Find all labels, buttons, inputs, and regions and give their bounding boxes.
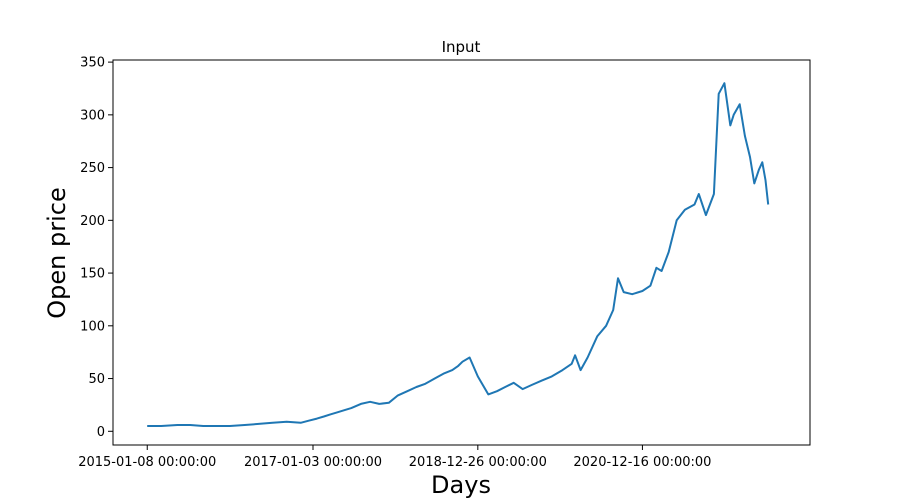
x-tick-label: 2018-12-26 00:00:00 (409, 455, 547, 470)
x-tick-label: 2017-01-03 00:00:00 (244, 455, 382, 470)
series-layer (147, 82, 770, 427)
y-axis-label: Open price (43, 187, 71, 318)
y-tick-label: 350 (80, 56, 105, 71)
y-axis-ticks: 0 50 100 150 200 250 300 350 (80, 56, 113, 440)
y-tick-label: 150 (80, 267, 105, 282)
chart-title: Input (442, 38, 481, 56)
y-tick-label: 250 (80, 161, 105, 176)
y-tick-label: 200 (80, 214, 105, 229)
x-tick-label: 2015-01-08 00:00:00 (78, 455, 216, 470)
y-tick-label: 300 (80, 108, 105, 123)
plot-area (113, 60, 810, 445)
x-axis-ticks: 2015-01-08 00:00:00 2017-01-03 00:00:00 20… (78, 445, 711, 470)
y-tick-label: 50 (88, 372, 105, 387)
y-tick-label: 0 (97, 425, 105, 440)
x-tick-label: 2020-12-16 00:00:00 (573, 455, 711, 470)
x-axis-label: Days (431, 471, 491, 499)
y-tick-label: 100 (80, 319, 105, 334)
series-line-0 (147, 82, 770, 427)
plot-frame (112, 59, 811, 446)
